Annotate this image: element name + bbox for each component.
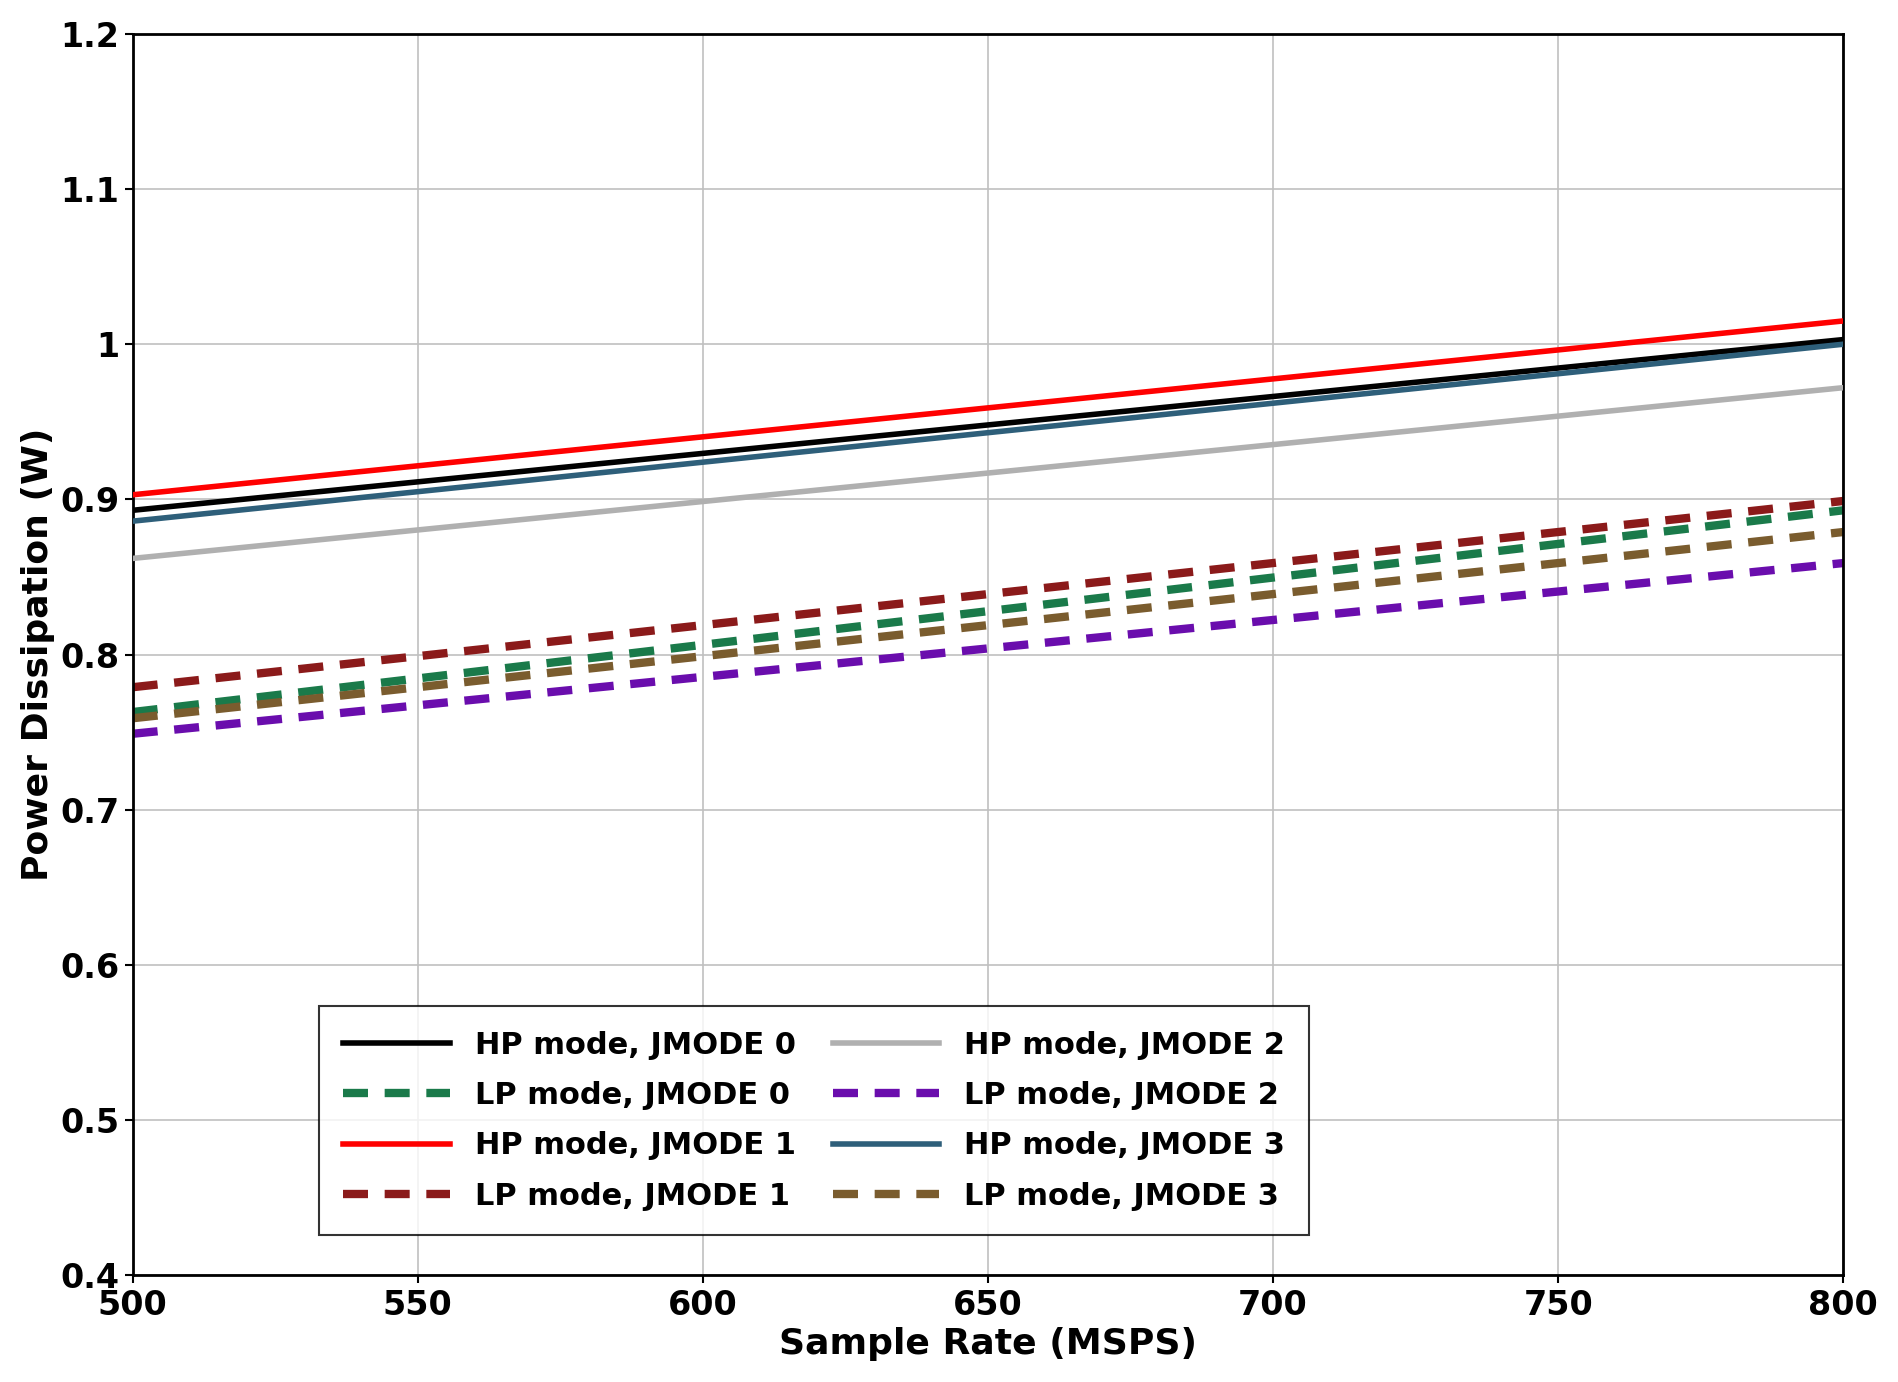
X-axis label: Sample Rate (MSPS): Sample Rate (MSPS) <box>778 1327 1196 1361</box>
Y-axis label: Power Dissipation (W): Power Dissipation (W) <box>21 428 55 882</box>
Legend: HP mode, JMODE 0, LP mode, JMODE 0, HP mode, JMODE 1, LP mode, JMODE 1, HP mode,: HP mode, JMODE 0, LP mode, JMODE 0, HP m… <box>319 1006 1308 1236</box>
